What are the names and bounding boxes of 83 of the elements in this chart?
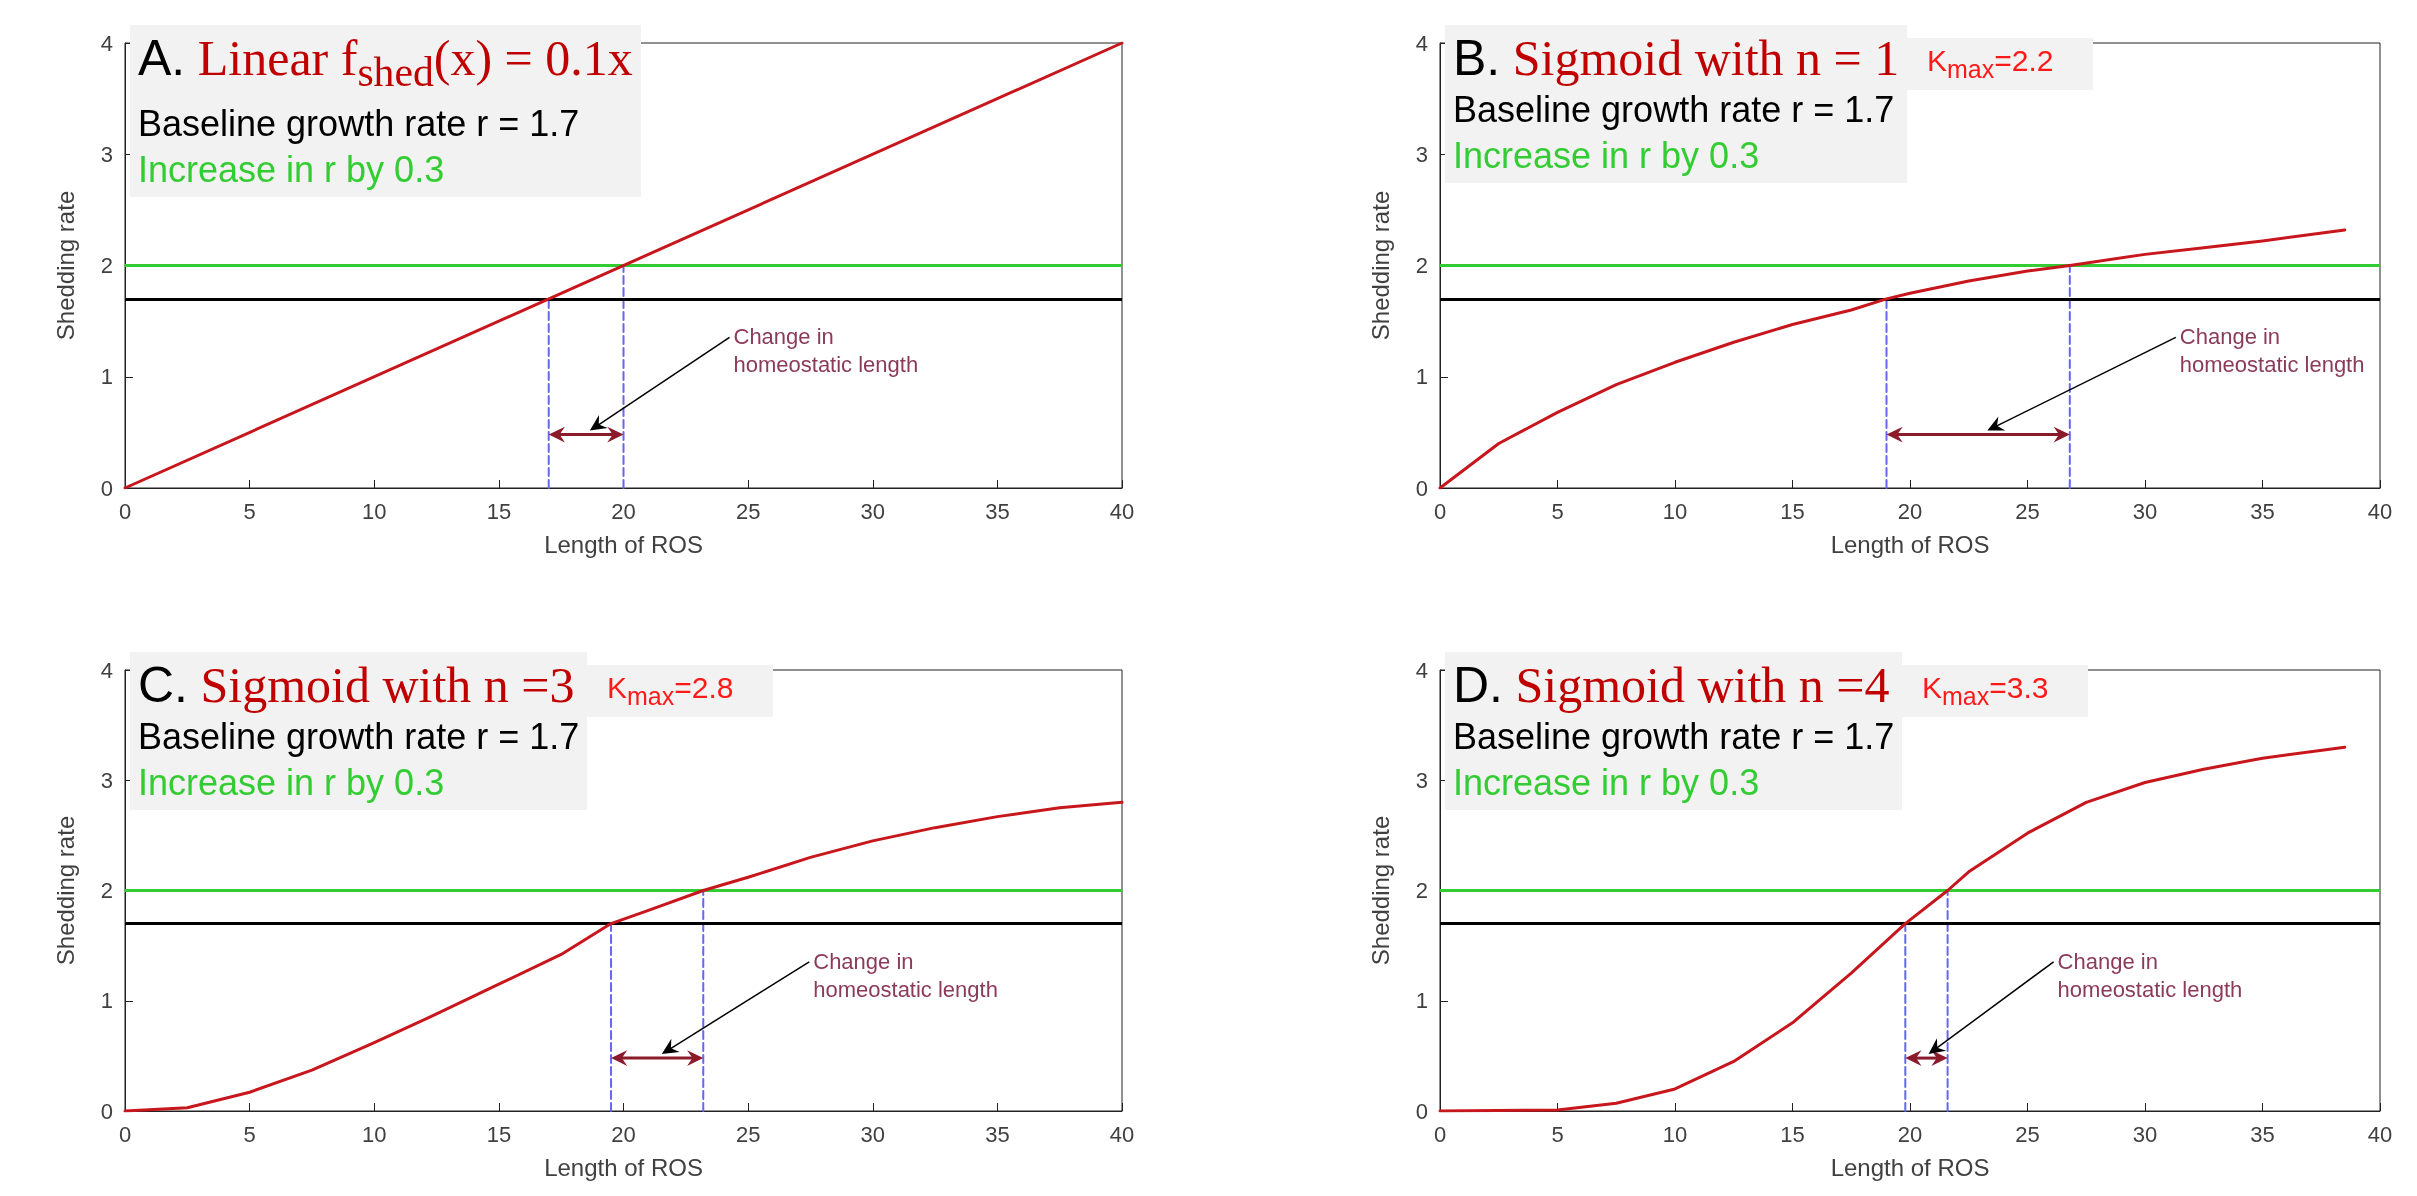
x-tick-label: 40: [1109, 498, 1135, 524]
x-axis-title: Length of ROS: [544, 1153, 703, 1181]
y-tick-label: 3: [1415, 141, 1428, 167]
x-tick-label: 30: [860, 1121, 885, 1147]
ref-line-label: Increase in r by 0.3: [1453, 134, 1761, 178]
x-tick-label: 20: [611, 498, 636, 524]
ref-line-label: Baseline growth rate r = 1.7: [1453, 715, 1895, 759]
ref-line-label: Baseline growth rate r = 1.7: [138, 102, 581, 146]
x-tick-label: 5: [243, 1121, 256, 1147]
x-tick-label: 0: [1433, 498, 1447, 524]
y-tick-label: 2: [1415, 253, 1428, 278]
y-tick-label: 2: [100, 878, 113, 903]
x-tick-label: 30: [2132, 1121, 2158, 1147]
x-tick-label: 35: [985, 1121, 1010, 1147]
x-tick-label: 40: [2367, 1121, 2393, 1147]
x-tick-label: 35: [985, 498, 1010, 524]
y-tick-label: 1: [100, 364, 113, 390]
y-tick-label: 3: [1415, 767, 1428, 793]
x-tick-label: 5: [243, 498, 256, 524]
x-tick-label: 30: [860, 498, 885, 524]
annotation: Change in homeostatic length: [813, 947, 999, 1004]
x-tick-label: 15: [486, 1121, 512, 1147]
chart-title: D. Sigmoid with n =4: [1453, 657, 1890, 713]
y-tick-label: 4: [1415, 30, 1428, 56]
x-tick-label: 20: [611, 1121, 636, 1147]
x-tick-label: 20: [1897, 498, 1923, 524]
ref-line-label: Baseline growth rate r = 1.7: [1453, 88, 1896, 132]
chart-title: C. Sigmoid with n =3: [138, 657, 575, 713]
x-tick-label: 30: [2132, 498, 2158, 524]
y-tick-label: 3: [100, 141, 113, 167]
x-tick-label: 40: [2367, 498, 2393, 524]
y-tick-label: 1: [1415, 988, 1428, 1014]
annotation: Change in homeostatic length: [2179, 323, 2366, 380]
x-tick-label: 15: [1780, 1121, 1805, 1147]
x-tick-label: 10: [1662, 498, 1688, 524]
x-tick-label: 20: [1897, 1121, 1923, 1147]
x-tick-label: 0: [118, 1121, 132, 1147]
y-axis-title: Shedding rate: [51, 190, 79, 341]
x-tick-label: 10: [362, 1121, 387, 1147]
x-tick-label: 25: [2015, 498, 2040, 524]
y-tick-label: 0: [1415, 475, 1428, 501]
y-tick-label: 0: [1415, 1098, 1428, 1124]
annotation: Change in homeostatic length: [2057, 947, 2244, 1004]
y-tick-label: 4: [100, 30, 113, 56]
annotation: K$_{max}$=2.8: [587, 665, 774, 717]
x-axis-title: Length of ROS: [1830, 530, 1990, 558]
ref-line-label: Increase in r by 0.3: [138, 148, 446, 192]
y-tick-label: 1: [1415, 364, 1428, 390]
y-tick-label: 0: [100, 475, 113, 501]
y-tick-label: 1: [100, 988, 113, 1014]
x-tick-label: 10: [1662, 1121, 1688, 1147]
y-axis-title: Shedding rate: [1366, 190, 1394, 341]
chart-title: A. Linear f$_{shed}$(x) = 0.1x: [138, 30, 633, 95]
x-tick-label: 5: [1551, 1121, 1564, 1147]
ref-line-label: Increase in r by 0.3: [138, 761, 446, 805]
x-tick-label: 35: [2250, 1121, 2275, 1147]
y-tick-label: 0: [100, 1098, 113, 1124]
x-tick-label: 25: [735, 1121, 761, 1147]
x-tick-label: 0: [118, 498, 132, 524]
x-tick-label: 25: [735, 498, 761, 524]
x-tick-label: 25: [2015, 1121, 2040, 1147]
chart-title: B. Sigmoid with n = 1: [1453, 30, 1900, 86]
y-tick-label: 4: [100, 657, 113, 683]
y-axis-title: Shedding rate: [1366, 815, 1394, 966]
y-tick-label: 3: [100, 767, 113, 793]
x-tick-label: 15: [486, 498, 512, 524]
x-tick-label: 0: [1433, 1121, 1447, 1147]
x-tick-label: 10: [362, 498, 387, 524]
x-tick-label: 5: [1551, 498, 1564, 524]
x-tick-label: 15: [1780, 498, 1805, 524]
x-axis-title: Length of ROS: [544, 530, 703, 558]
ref-line-label: Baseline growth rate r = 1.7: [138, 715, 580, 759]
x-tick-label: 35: [2250, 498, 2275, 524]
annotation: K$_{max}$=3.3: [1902, 665, 2089, 717]
y-tick-label: 4: [1415, 657, 1428, 683]
x-tick-label: 40: [1109, 1121, 1135, 1147]
y-tick-label: 2: [1415, 878, 1428, 903]
y-axis-title: Shedding rate: [51, 815, 79, 966]
annotation: K$_{max}$=2.2: [1907, 38, 2094, 90]
y-tick-label: 2: [100, 253, 113, 278]
annotation: Change in homeostatic length: [733, 323, 920, 380]
x-axis-title: Length of ROS: [1830, 1153, 1990, 1181]
ref-line-label: Increase in r by 0.3: [1453, 761, 1761, 805]
